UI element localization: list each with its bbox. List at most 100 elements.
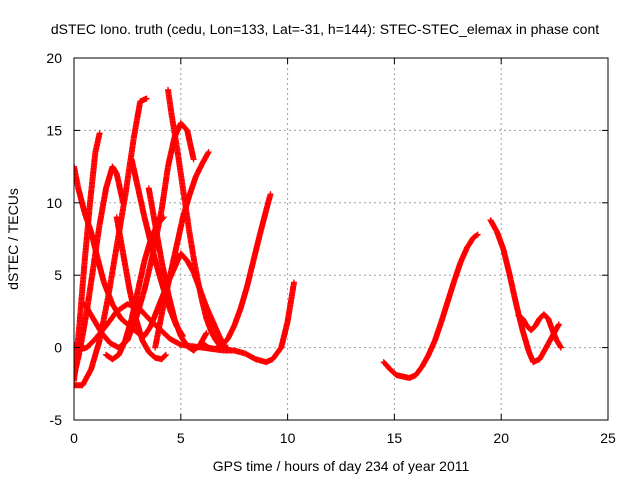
y-axis-label: dSTEC / TECUs bbox=[5, 188, 21, 290]
data-point-run bbox=[130, 99, 143, 141]
data-point-run bbox=[444, 279, 457, 305]
series-6 bbox=[81, 120, 197, 351]
data-point-run bbox=[184, 257, 196, 275]
data-point-run bbox=[79, 367, 94, 389]
data-point-run bbox=[197, 331, 209, 348]
data-point bbox=[224, 344, 231, 351]
data-point-run bbox=[94, 254, 107, 285]
x-tick-label: 0 bbox=[70, 430, 78, 446]
data-point-run bbox=[145, 185, 158, 227]
data-point-run bbox=[75, 185, 88, 215]
series-13 bbox=[103, 214, 167, 363]
data-point-run bbox=[115, 338, 128, 358]
y-tick-label: 10 bbox=[46, 195, 62, 211]
data-point bbox=[291, 279, 298, 286]
data-point-run bbox=[184, 127, 197, 161]
data-point-run bbox=[457, 245, 470, 266]
data-point-run bbox=[135, 259, 148, 293]
data-point-run bbox=[432, 319, 444, 344]
data-point-run bbox=[278, 319, 291, 351]
data-point bbox=[205, 149, 212, 156]
data-point-run bbox=[380, 359, 393, 372]
data-point-run bbox=[147, 302, 162, 329]
data-point-run bbox=[98, 330, 113, 346]
y-tick-label: 5 bbox=[54, 267, 62, 283]
data-point-run bbox=[190, 342, 203, 354]
x-tick-label: 10 bbox=[280, 430, 296, 446]
data-point-run bbox=[90, 222, 103, 271]
data-point-run bbox=[177, 250, 190, 263]
data-point-run bbox=[158, 165, 171, 213]
data-point bbox=[160, 214, 167, 221]
data-point-run bbox=[284, 280, 297, 325]
data-point bbox=[162, 351, 169, 358]
data-point-run bbox=[419, 353, 431, 370]
data-point-run bbox=[152, 324, 163, 351]
data-point-run bbox=[470, 232, 480, 241]
data-point-run bbox=[83, 336, 98, 351]
series-16 bbox=[515, 311, 565, 351]
data-point-run bbox=[74, 163, 81, 190]
x-axis-label: GPS time / hours of day 234 of year 2011 bbox=[213, 458, 470, 474]
data-point-run bbox=[173, 215, 186, 250]
data-point bbox=[190, 156, 197, 163]
data-point-run bbox=[167, 244, 180, 279]
chart-title: dSTEC Iono. truth (cedu, Lon=133, Lat=-3… bbox=[51, 21, 599, 37]
series-15 bbox=[487, 217, 562, 366]
x-tick-label: 25 bbox=[600, 430, 616, 446]
data-point-run bbox=[451, 260, 464, 284]
axis-ticks: 0 5 10 15 20 25 -5 0 5 10 15 20 bbox=[46, 50, 616, 446]
data-point-run bbox=[141, 237, 154, 264]
data-point-run bbox=[109, 352, 121, 363]
data-point-run bbox=[128, 156, 141, 190]
data-point-run bbox=[158, 352, 168, 363]
data-point-run bbox=[171, 315, 184, 338]
data-point-run bbox=[154, 265, 167, 292]
data-point-run bbox=[81, 201, 93, 264]
series-4 bbox=[74, 130, 103, 384]
data-point-run bbox=[147, 222, 160, 242]
data-point-run bbox=[209, 318, 222, 338]
data-point-run bbox=[464, 235, 476, 251]
data-point-run bbox=[173, 141, 184, 176]
data-point bbox=[96, 130, 103, 137]
plot-frame bbox=[73, 57, 609, 421]
data-point-run bbox=[77, 309, 90, 351]
data-point-run bbox=[135, 185, 148, 219]
data-point-run bbox=[250, 233, 263, 264]
x-tick-label: 15 bbox=[387, 430, 403, 446]
data-point-run bbox=[141, 324, 154, 339]
data-point-run bbox=[96, 186, 109, 228]
data-point-run bbox=[425, 338, 438, 358]
data-point-run bbox=[237, 285, 250, 312]
data-point-run bbox=[212, 335, 222, 347]
data-point-run bbox=[506, 272, 519, 306]
data-point bbox=[558, 344, 565, 351]
data-point-run bbox=[120, 250, 133, 292]
x-tick-label: 20 bbox=[493, 430, 509, 446]
x-tick-label: 5 bbox=[177, 430, 185, 446]
data-point-run bbox=[256, 208, 269, 238]
data-point-run bbox=[218, 336, 230, 350]
data-point-run bbox=[92, 131, 103, 156]
data-point-run bbox=[224, 324, 237, 342]
data-point-run bbox=[493, 228, 506, 251]
data-point-run bbox=[536, 345, 549, 363]
data-point bbox=[203, 330, 210, 337]
series-5 bbox=[74, 95, 150, 389]
data-point-run bbox=[186, 228, 197, 260]
data-point-run bbox=[412, 364, 425, 379]
data-point-run bbox=[263, 192, 274, 213]
data-point-run bbox=[81, 301, 96, 321]
data-point-run bbox=[269, 345, 284, 363]
data-point-run bbox=[122, 316, 135, 344]
data-point bbox=[555, 321, 562, 328]
data-point-run bbox=[186, 175, 199, 199]
y-tick-label: 0 bbox=[54, 340, 62, 356]
data-point-run bbox=[145, 348, 158, 360]
series-11 bbox=[199, 191, 274, 352]
data-point-run bbox=[169, 115, 180, 147]
data-point-run bbox=[109, 301, 124, 321]
data-point-run bbox=[528, 323, 538, 334]
